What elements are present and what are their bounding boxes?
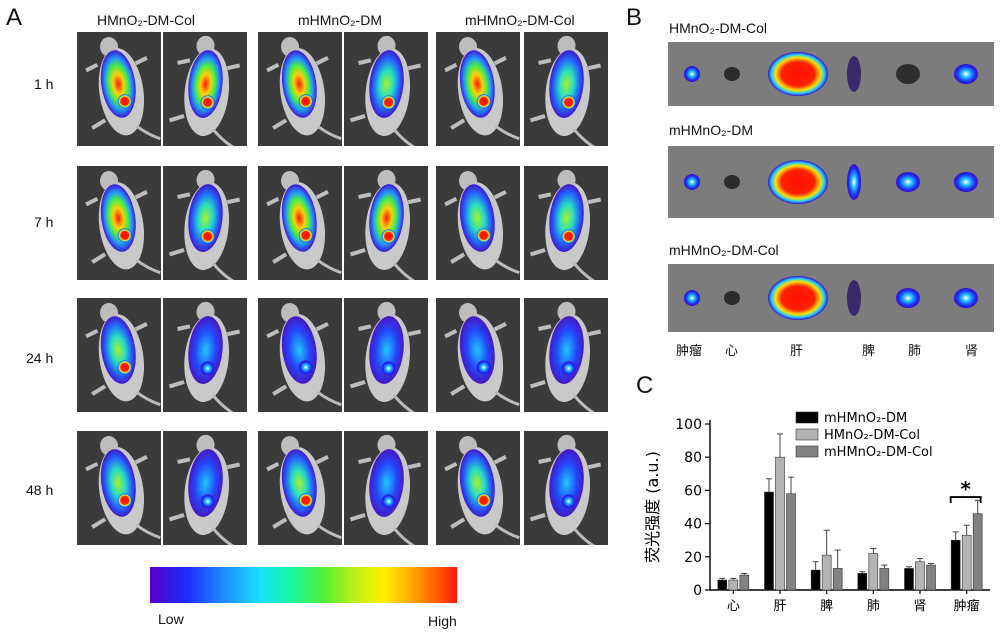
organ-label-kidney: 肾 xyxy=(965,344,979,359)
bar xyxy=(786,493,796,591)
y-tick-label: 100 xyxy=(675,417,702,433)
x-tick-label: 肾 xyxy=(913,599,926,614)
bar xyxy=(961,534,972,591)
bar xyxy=(904,568,914,591)
bar xyxy=(972,513,983,591)
mouse-image-tile xyxy=(524,298,608,412)
mouse-image-tile xyxy=(258,431,342,545)
fluorescence-bar-chart: 0 20 40 60 80 100 荧光强度 (a.u.) 心 肝 脾 肺 肾 肿瘤 mHMnO₂-DM H… xyxy=(643,411,990,614)
organ-label-tumor: 肿瘤 xyxy=(676,344,703,359)
mouse-image-tile xyxy=(258,298,342,412)
organ-label-lung: 肺 xyxy=(908,344,922,359)
panel-c-letter: C xyxy=(636,372,654,399)
x-tick-label: 肝 xyxy=(773,599,786,614)
bar xyxy=(857,573,868,591)
timepoint-label-48h: 48 h xyxy=(26,482,54,498)
bar xyxy=(868,553,879,591)
organ-label-heart: 心 xyxy=(725,344,739,359)
timepoint-label-7h: 7 h xyxy=(34,214,54,230)
y-tick-label: 0 xyxy=(693,583,702,599)
mouse-image-tile xyxy=(436,166,520,280)
x-tick-label: 心 xyxy=(727,599,740,614)
legend-swatch xyxy=(795,411,819,424)
mouse-image-tile xyxy=(436,431,520,545)
y-tick-label: 20 xyxy=(684,550,702,566)
y-tick-label: 60 xyxy=(684,483,702,499)
panel-a-letter: A xyxy=(6,4,23,31)
y-tick-label: 80 xyxy=(684,450,702,466)
colorbar-high-label: High xyxy=(428,613,457,629)
mouse-image-tile xyxy=(524,166,608,280)
bar xyxy=(739,574,750,591)
mouse-image-tile xyxy=(344,32,428,146)
x-tick-label: 肿瘤 xyxy=(954,598,980,614)
mouse-image-tile xyxy=(258,166,342,280)
mouse-image-tile xyxy=(77,166,161,280)
legend-entry: mHMnO₂-DM-Col xyxy=(824,445,933,460)
mouse-image-tile xyxy=(163,298,247,412)
mouse-image-tile xyxy=(77,32,161,146)
intensity-colorbar xyxy=(150,567,457,603)
legend-swatch xyxy=(795,428,819,441)
bar xyxy=(728,579,739,591)
mouse-image-tile xyxy=(163,166,247,280)
panel-b-letter: B xyxy=(626,4,643,31)
mouse-image-tile xyxy=(77,431,161,545)
organ-strip-image xyxy=(668,264,994,332)
mouse-image-tile xyxy=(163,431,247,545)
bar xyxy=(821,554,832,591)
mouse-image-tile xyxy=(524,32,608,146)
legend-entry: HMnO₂-DM-Col xyxy=(824,428,920,443)
mouse-image-tile xyxy=(524,431,608,545)
mouse-image-tile xyxy=(258,32,342,146)
panel-a-group-label-1: HMnO₂-DM-Col xyxy=(97,12,195,28)
colorbar-low-label: Low xyxy=(158,611,184,627)
legend-swatch xyxy=(795,445,819,458)
panel-b-group-label-3: mHMnO₂-DM-Col xyxy=(669,242,779,258)
x-tick-label: 肺 xyxy=(867,599,880,614)
y-tick-label: 40 xyxy=(684,517,702,533)
organ-strip-image xyxy=(668,146,994,218)
mouse-image-tile xyxy=(77,298,161,412)
bar xyxy=(926,564,936,591)
mouse-image-tile xyxy=(344,166,428,280)
bar xyxy=(764,491,774,591)
organ-label-liver: 肝 xyxy=(790,344,804,359)
panel-a-group-label-3: mHMnO₂-DM-Col xyxy=(465,12,575,28)
legend-entry: mHMnO₂-DM xyxy=(824,411,907,426)
mouse-image-tile xyxy=(163,32,247,146)
x-tick-label: 脾 xyxy=(820,599,833,614)
significance-bracket xyxy=(949,496,982,504)
bar xyxy=(810,569,821,591)
panel-b-group-label-1: HMnO₂-DM-Col xyxy=(669,20,767,36)
organ-strip-image xyxy=(668,42,994,106)
panel-b-group-label-2: mHMnO₂-DM xyxy=(669,122,753,138)
bar xyxy=(717,579,728,591)
timepoint-label-1h: 1 h xyxy=(34,76,54,92)
mouse-image-tile xyxy=(436,298,520,412)
organ-label-spleen: 脾 xyxy=(862,344,876,359)
y-axis-label: 荧光强度 (a.u.) xyxy=(643,451,662,563)
mouse-image-tile xyxy=(344,431,428,545)
significance-marker: * xyxy=(960,477,971,501)
bar xyxy=(915,561,925,591)
bar xyxy=(950,539,961,591)
timepoint-label-24h: 24 h xyxy=(26,350,54,366)
mouse-image-tile xyxy=(436,32,520,146)
panel-a-group-label-2: mHMnO₂-DM xyxy=(298,12,382,28)
bar xyxy=(775,456,785,591)
bar xyxy=(879,568,890,591)
mouse-image-tile xyxy=(344,298,428,412)
bar xyxy=(832,568,843,591)
